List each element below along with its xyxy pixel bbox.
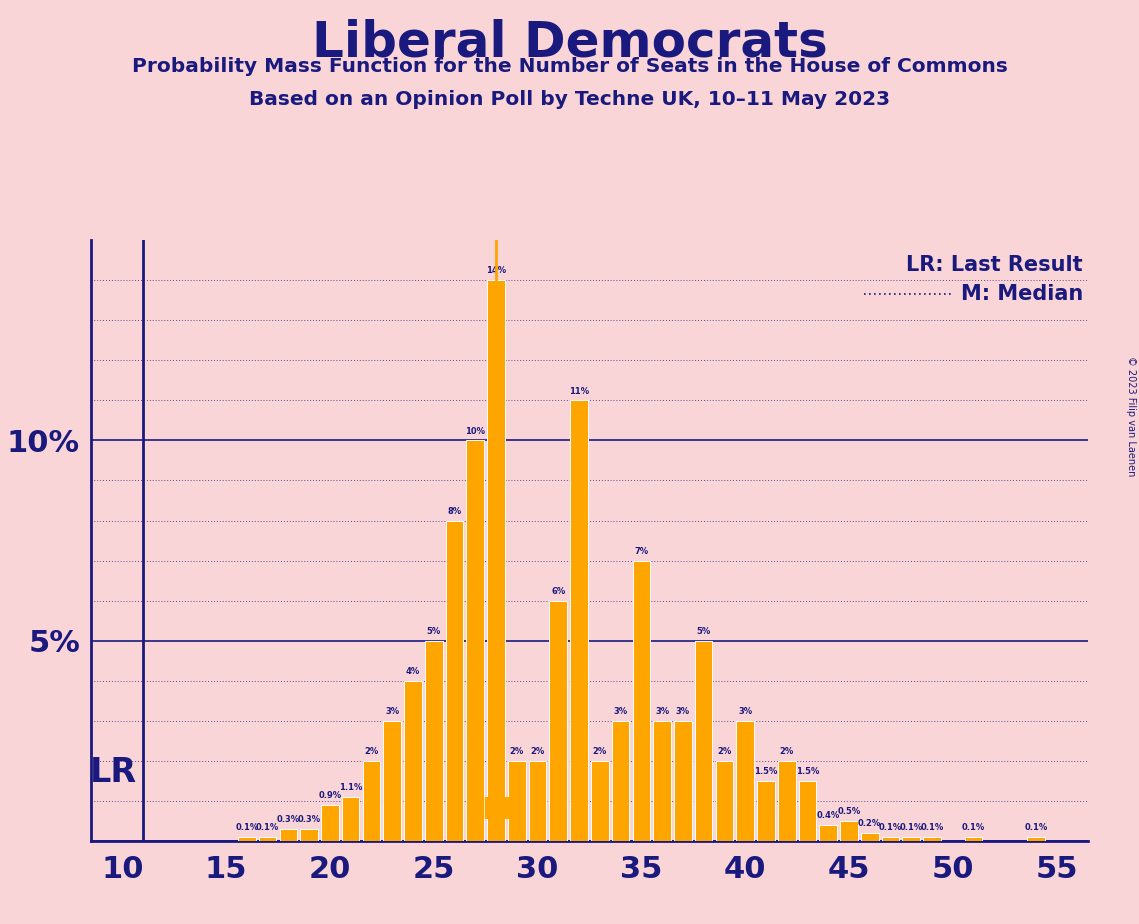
Bar	[902, 837, 920, 841]
Text: LR: LR	[90, 756, 137, 789]
Bar	[819, 825, 837, 841]
Bar	[404, 681, 421, 841]
Text: M: M	[481, 796, 511, 825]
Text: 2%: 2%	[531, 747, 544, 756]
Bar	[508, 760, 525, 841]
Text: 0.1%: 0.1%	[920, 823, 943, 832]
Bar	[1027, 837, 1044, 841]
Text: 1.5%: 1.5%	[754, 767, 778, 776]
Text: 5%: 5%	[427, 626, 441, 636]
Bar	[736, 721, 754, 841]
Bar	[571, 400, 588, 841]
Text: 2%: 2%	[509, 747, 524, 756]
Bar	[757, 781, 775, 841]
Text: 0.1%: 0.1%	[900, 823, 923, 832]
Bar	[715, 760, 734, 841]
Text: 0.1%: 0.1%	[962, 823, 985, 832]
Bar	[528, 760, 547, 841]
Bar	[301, 829, 318, 841]
Bar	[778, 760, 795, 841]
Bar	[591, 760, 608, 841]
Bar	[965, 837, 982, 841]
Bar	[841, 821, 858, 841]
Text: 0.1%: 0.1%	[256, 823, 279, 832]
Bar	[466, 441, 484, 841]
Text: 0.5%: 0.5%	[837, 807, 861, 816]
Text: 8%: 8%	[448, 506, 461, 516]
Bar	[259, 837, 277, 841]
Text: 14%: 14%	[486, 266, 506, 275]
Text: 0.1%: 0.1%	[1024, 823, 1048, 832]
Text: 0.1%: 0.1%	[879, 823, 902, 832]
Bar	[612, 721, 630, 841]
Bar	[425, 640, 443, 841]
Text: M: Median: M: Median	[960, 285, 1083, 304]
Text: 0.4%: 0.4%	[817, 811, 839, 820]
Text: Probability Mass Function for the Number of Seats in the House of Commons: Probability Mass Function for the Number…	[132, 57, 1007, 77]
Text: 0.3%: 0.3%	[277, 815, 300, 824]
Bar	[674, 721, 691, 841]
Bar	[342, 796, 360, 841]
Text: 7%: 7%	[634, 547, 648, 555]
Bar	[695, 640, 713, 841]
Bar	[861, 833, 878, 841]
Text: © 2023 Filip van Laenen: © 2023 Filip van Laenen	[1125, 356, 1136, 476]
Bar	[384, 721, 401, 841]
Text: 10%: 10%	[465, 427, 485, 435]
Text: 0.1%: 0.1%	[236, 823, 259, 832]
Bar	[924, 837, 941, 841]
Bar	[487, 280, 505, 841]
Text: 3%: 3%	[614, 707, 628, 716]
Bar	[445, 520, 464, 841]
Text: LR: Last Result: LR: Last Result	[907, 255, 1083, 275]
Text: 0.2%: 0.2%	[858, 819, 882, 828]
Bar	[654, 721, 671, 841]
Bar	[362, 760, 380, 841]
Text: Based on an Opinion Poll by Techne UK, 10–11 May 2023: Based on an Opinion Poll by Techne UK, 1…	[249, 90, 890, 109]
Text: 0.9%: 0.9%	[318, 791, 342, 800]
Text: 1.5%: 1.5%	[796, 767, 819, 776]
Bar	[549, 601, 567, 841]
Text: 3%: 3%	[675, 707, 690, 716]
Text: Liberal Democrats: Liberal Democrats	[312, 18, 827, 67]
Bar	[798, 781, 817, 841]
Text: 3%: 3%	[738, 707, 752, 716]
Text: 2%: 2%	[718, 747, 731, 756]
Text: 1.1%: 1.1%	[339, 783, 362, 792]
Text: 0.3%: 0.3%	[297, 815, 321, 824]
Text: 6%: 6%	[551, 587, 565, 596]
Bar	[882, 837, 900, 841]
Text: 3%: 3%	[655, 707, 670, 716]
Text: 2%: 2%	[364, 747, 378, 756]
Bar	[321, 805, 338, 841]
Bar	[279, 829, 297, 841]
Text: 2%: 2%	[592, 747, 607, 756]
Text: 11%: 11%	[570, 386, 589, 395]
Text: 4%: 4%	[405, 667, 420, 675]
Text: 2%: 2%	[779, 747, 794, 756]
Bar	[238, 837, 255, 841]
Bar	[632, 561, 650, 841]
Text: 5%: 5%	[697, 626, 711, 636]
Text: 3%: 3%	[385, 707, 400, 716]
